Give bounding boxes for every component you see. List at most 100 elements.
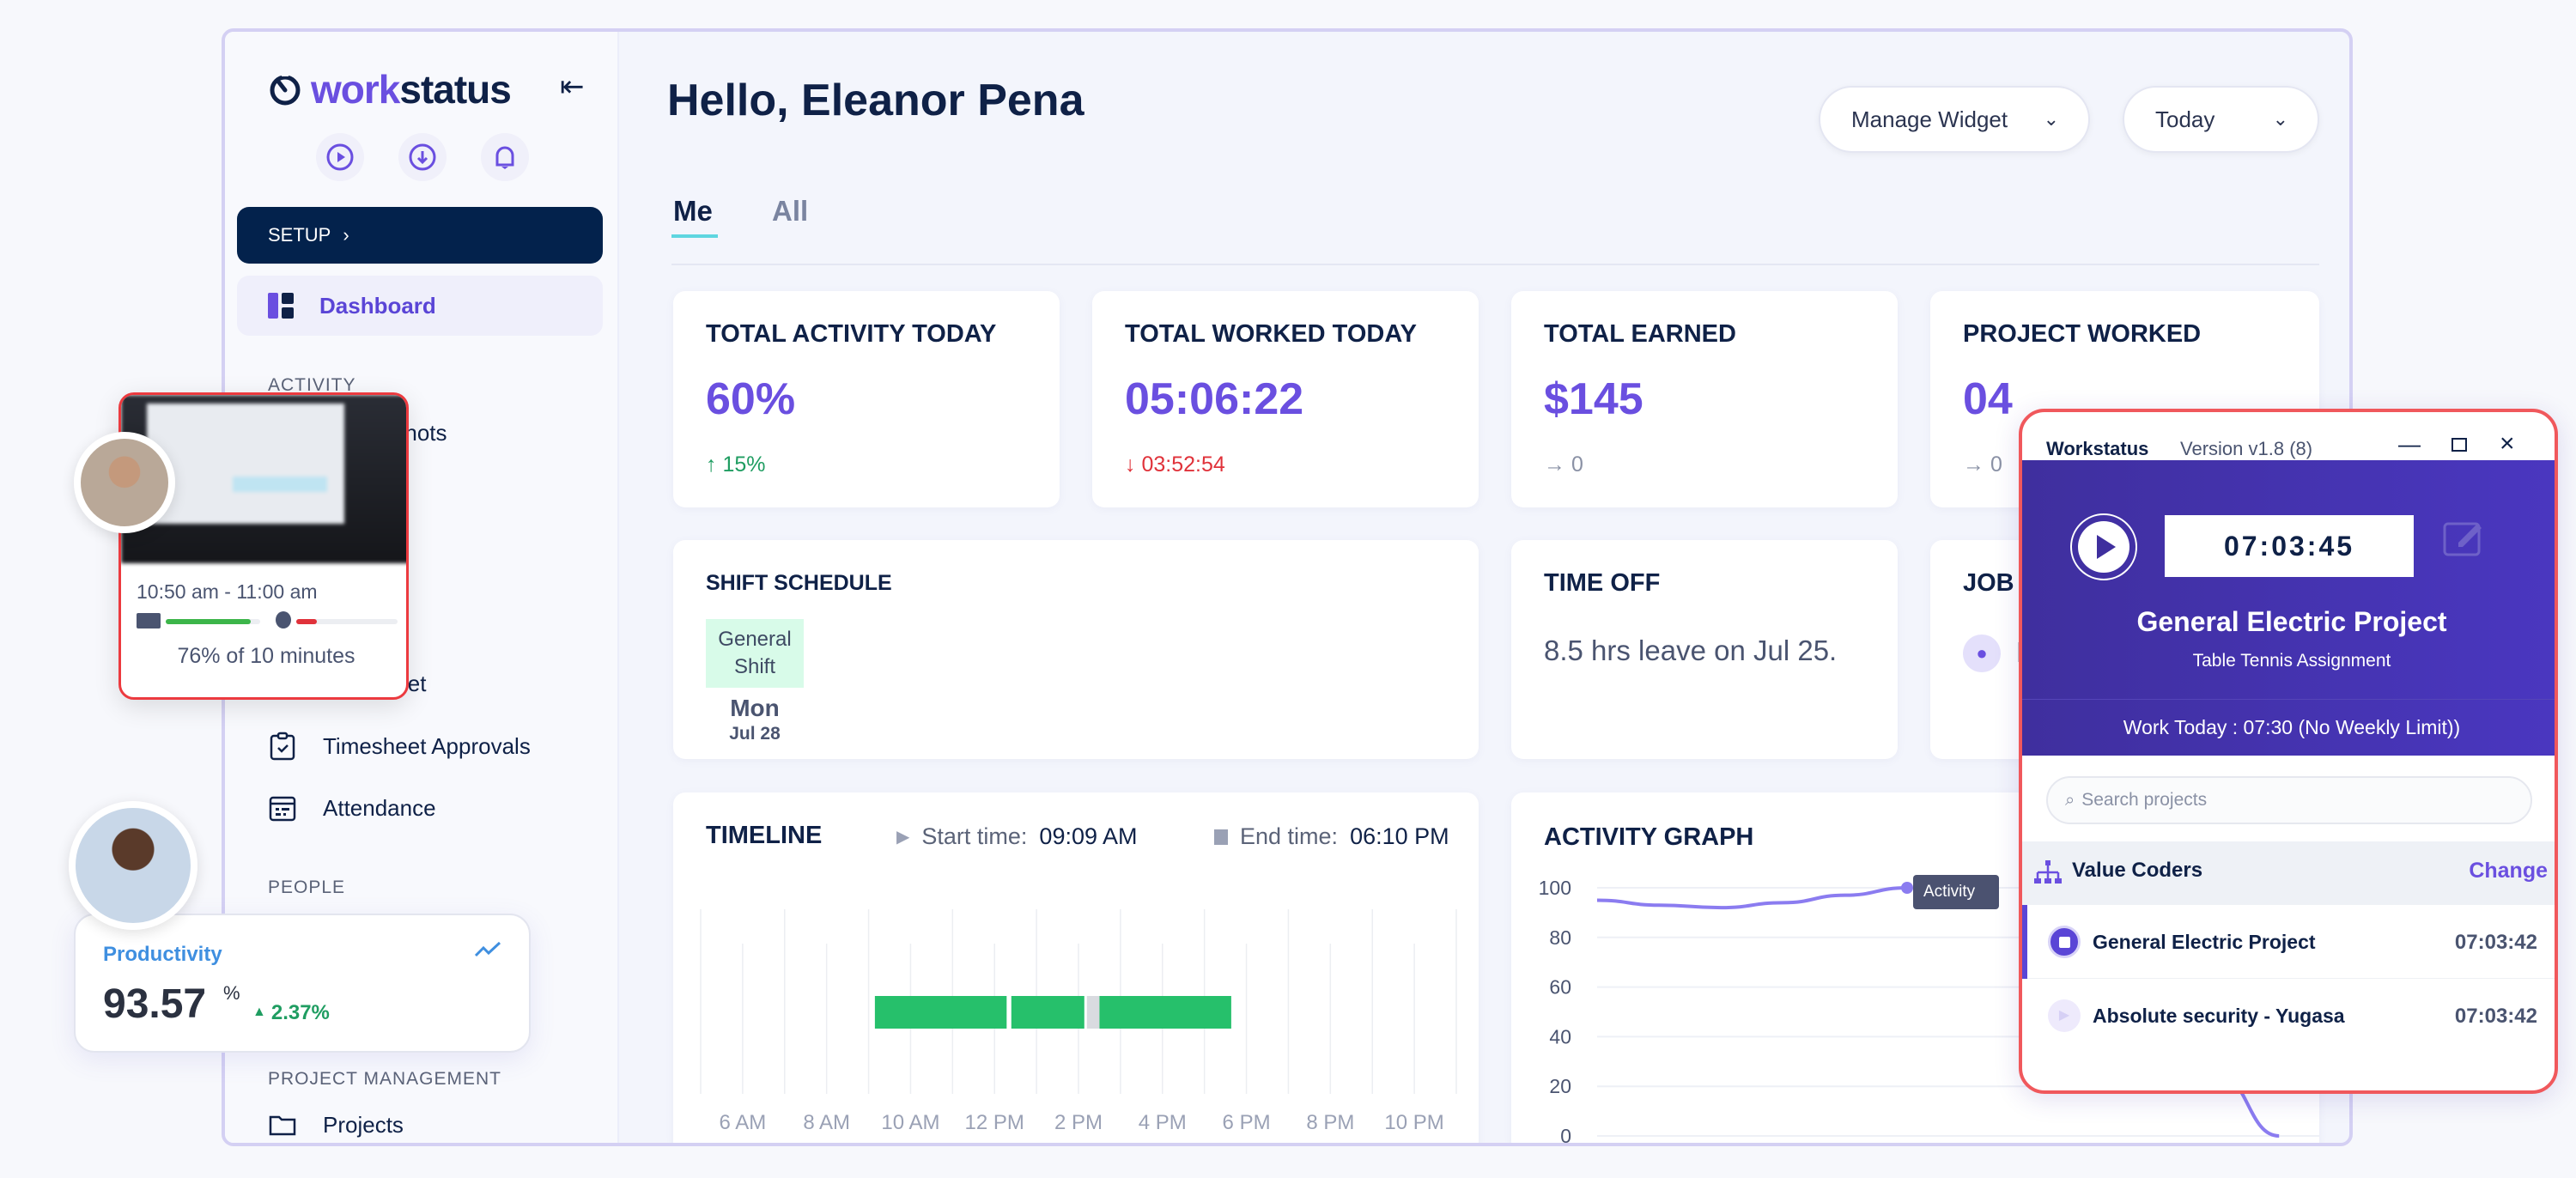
stop-square-icon — [1214, 829, 1228, 845]
stat-value: 05:06:22 — [1125, 374, 1304, 424]
setup-label: SETUP — [268, 224, 331, 246]
trend-up-icon — [474, 941, 501, 957]
tab-me[interactable]: Me — [673, 195, 713, 227]
search-projects-input[interactable]: ⌕ Search projects — [2046, 776, 2532, 824]
timeline-segment-idle — [1086, 996, 1100, 1029]
stat-title: PROJECT WORKED — [1963, 320, 2202, 348]
stat-title: TOTAL WORKED TODAY — [1125, 320, 1417, 348]
stopwatch-icon — [270, 72, 301, 106]
search-icon: ⌕ — [2065, 790, 2075, 810]
timeline-tick-label: 6 PM — [1223, 1111, 1271, 1134]
logo-text-status: status — [399, 67, 511, 112]
avatar — [74, 432, 175, 533]
attendance-label: Attendance — [323, 794, 436, 821]
manage-widget-label: Manage Widget — [1851, 106, 2008, 132]
chevron-down-icon: ⌄ — [2043, 108, 2059, 130]
shift-chip[interactable]: General Shift — [706, 619, 804, 688]
shift-schedule-card: SHIFT SCHEDULE General Shift Mon Jul 28 — [673, 540, 1479, 759]
close-button[interactable]: × — [2500, 429, 2515, 458]
chevron-down-icon: ⌄ — [2272, 108, 2288, 130]
stat-value: 60% — [706, 374, 796, 424]
stat-delta: → 0 — [1963, 452, 2002, 477]
section-people: PEOPLE — [268, 877, 346, 897]
play-icon[interactable]: ▶ — [2048, 999, 2081, 1032]
productivity-unit: % — [223, 982, 240, 1004]
edit-icon[interactable] — [2443, 517, 2486, 556]
stat-delta: → 0 — [1544, 452, 1583, 477]
screenshot-preview-card[interactable]: 10:50 am - 11:00 am 76% of 10 minutes — [118, 392, 409, 700]
date-filter-label: Today — [2155, 106, 2215, 132]
manage-widget-dropdown[interactable]: Manage Widget ⌄ — [1819, 86, 2090, 153]
timeline-segment-active — [874, 996, 1007, 1029]
stat-value: $145 — [1544, 374, 1643, 424]
stat-title: TOTAL ACTIVITY TODAY — [706, 320, 997, 348]
organization-name: Value Coders — [2072, 859, 2203, 882]
play-icon — [2078, 521, 2129, 573]
mouse-activity-bar — [296, 619, 398, 624]
workstatus-logo[interactable]: workstatus — [268, 66, 512, 112]
stat-card: TOTAL WORKED TODAY 05:06:22 ↓ 03:52:54 — [1092, 291, 1479, 507]
play-circle-icon — [326, 143, 354, 171]
stop-icon[interactable] — [2048, 926, 2081, 958]
minimize-button[interactable]: — — [2398, 431, 2421, 457]
start-time-label: Start time: — [921, 823, 1028, 849]
sidebar-item-timesheet-approvals[interactable]: Timesheet Approvals — [268, 732, 531, 761]
triangle-up-icon: ▲ — [252, 1005, 266, 1019]
sidebar-item-dashboard[interactable]: Dashboard — [237, 276, 603, 336]
restore-button[interactable] — [2451, 438, 2467, 452]
project-name: Absolute security - Yugasa — [2093, 1005, 2345, 1027]
timer-panel: 07:03:45 General Electric Project Table … — [2022, 460, 2555, 756]
project-row[interactable]: General Electric Project 07:03:42 — [2022, 905, 2555, 979]
start-time: ▶ Start time: 09:09 AM — [896, 823, 1138, 850]
change-organization-link[interactable]: Change — [2469, 859, 2548, 883]
stat-title: TOTAL EARNED — [1544, 320, 1736, 348]
dashboard-label: Dashboard — [319, 292, 436, 319]
productivity-card: Productivity 93.57 % ▲ 2.37% — [74, 914, 531, 1053]
timeline-tick-label: 8 PM — [1306, 1111, 1354, 1134]
project-row[interactable]: ▶ Absolute security - Yugasa 07:03:42 — [2022, 979, 2555, 1053]
calendar-icon — [269, 796, 296, 822]
stat-card: TOTAL EARNED $145 → 0 — [1511, 291, 1898, 507]
timeline-tick-label: 10 PM — [1384, 1111, 1443, 1134]
setup-button[interactable]: SETUP › — [237, 207, 603, 264]
project-time: 07:03:42 — [2454, 931, 2537, 954]
time-off-text: 8.5 hrs leave on Jul 25. — [1544, 635, 1838, 666]
app-title: Workstatus — [2046, 438, 2149, 459]
timeline-card: TIMELINE ▶ Start time: 09:09 AM End time: 0… — [673, 792, 1479, 1143]
stat-delta: ↓ 03:52:54 — [1125, 452, 1225, 477]
current-task: Table Tennis Assignment — [2192, 651, 2391, 671]
page-title: Hello, Eleanor Pena — [667, 76, 1084, 125]
y-tick-label: 40 — [1549, 1025, 1571, 1047]
chevron-right-icon: › — [343, 224, 349, 246]
clipboard-check-icon — [270, 732, 295, 761]
collapse-sidebar-icon[interactable]: ⇤ — [560, 70, 585, 103]
sidebar-item-attendance[interactable]: Attendance — [268, 793, 436, 823]
shift-date: Jul 28 — [729, 724, 781, 744]
notifications-button[interactable] — [481, 133, 529, 181]
location-pin-icon: ● — [1963, 635, 2001, 672]
work-today: Work Today : 07:30 (No Weekly Limit)) — [2123, 716, 2461, 738]
y-tick-label: 20 — [1549, 1075, 1571, 1097]
app-version: Version v1.8 (8) — [2180, 438, 2313, 459]
download-circle-icon — [409, 143, 436, 171]
y-tick-label: 100 — [1539, 877, 1571, 899]
date-filter-dropdown[interactable]: Today ⌄ — [2123, 86, 2319, 153]
shift-day: Mon — [730, 695, 780, 721]
productivity-label: Productivity — [103, 943, 222, 966]
download-button[interactable] — [398, 133, 447, 181]
y-tick-label: 0 — [1560, 1125, 1571, 1146]
timesheet-approvals-label: Timesheet Approvals — [323, 732, 531, 759]
end-time-value: 06:10 PM — [1350, 823, 1449, 849]
organization-row: Value Coders Change — [2022, 841, 2555, 905]
timeline-title: TIMELINE — [706, 822, 823, 849]
sidebar-item-projects[interactable]: Projects — [268, 1110, 404, 1139]
timeline-chart: 6 AM 8 AM 10 AM 12 PM 2 PM 4 PM 6 PM 8 PM 10 PM — [700, 909, 1457, 1134]
timeline-tick-label: 6 AM — [720, 1111, 767, 1134]
play-button[interactable] — [2070, 513, 2137, 580]
timeline-segment-active — [1099, 996, 1231, 1029]
start-timer-button[interactable] — [316, 133, 364, 181]
tab-all[interactable]: All — [772, 195, 809, 227]
time-off-card: TIME OFF 8.5 hrs leave on Jul 25. — [1511, 540, 1898, 759]
timeline-tick-label: 12 PM — [965, 1111, 1024, 1134]
time-off-title: TIME OFF — [1544, 569, 1661, 597]
